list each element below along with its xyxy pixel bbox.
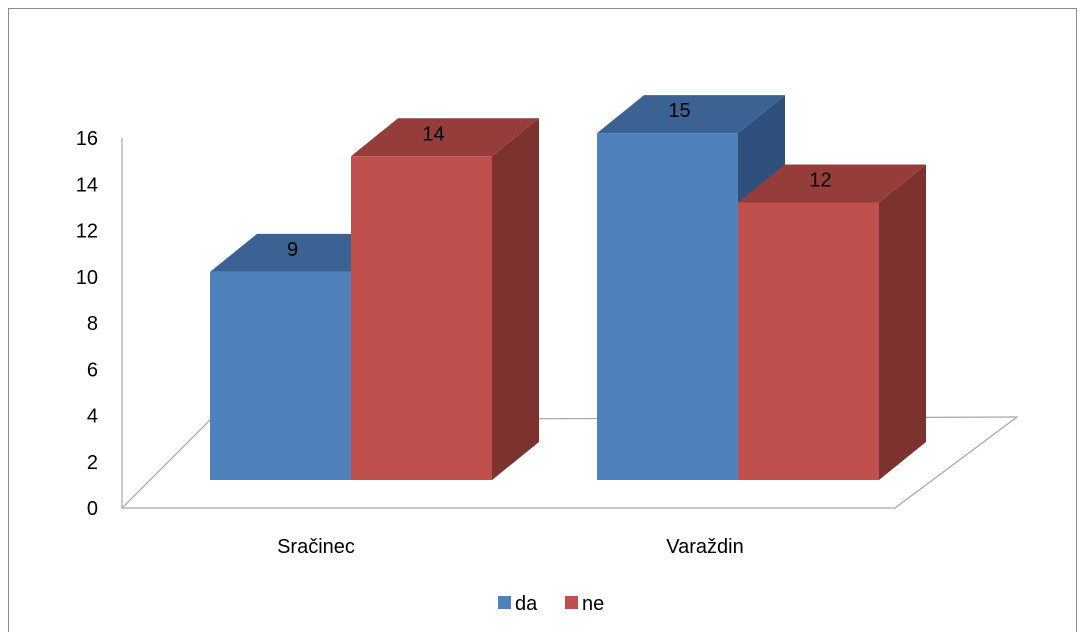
legend-swatch <box>498 596 511 609</box>
data-label: 9 <box>287 239 298 261</box>
category-label: Sračinec <box>277 536 355 558</box>
bar-side-face <box>492 118 539 480</box>
data-label: 15 <box>668 100 690 122</box>
y-tick-label: 8 <box>87 313 98 335</box>
y-tick-label: 14 <box>76 174 98 196</box>
data-label: 12 <box>809 170 831 192</box>
legend: da ne <box>498 593 604 615</box>
y-tick-label: 16 <box>76 128 98 150</box>
bar-front-face <box>597 133 738 480</box>
y-tick-label: 10 <box>76 267 98 289</box>
bar-top-face <box>597 95 785 134</box>
bar-front-face <box>738 202 879 480</box>
legend-swatch <box>565 596 578 609</box>
legend-item-da: da <box>498 593 538 615</box>
y-tick-label: 0 <box>87 498 98 520</box>
floor-plane <box>120 416 1019 509</box>
y-tick-label: 12 <box>76 221 98 243</box>
y-tick-label: 2 <box>87 452 98 474</box>
y-tick-label: 4 <box>87 406 98 428</box>
bar-front-face <box>351 156 492 480</box>
bar-top-face <box>351 118 539 157</box>
legend-label: ne <box>582 593 604 615</box>
category-labels-group: Sračinec Varaždin <box>277 536 744 558</box>
bars-group <box>210 95 926 480</box>
y-axis: 0 2 4 6 8 10 12 14 16 <box>76 128 123 520</box>
chart-floor <box>120 416 1019 509</box>
bar-ne-1 <box>738 164 926 480</box>
bar-ne-0 <box>351 118 539 480</box>
bar-front-face <box>210 271 351 480</box>
legend-label: da <box>515 593 538 615</box>
bar-side-face <box>879 164 926 480</box>
bar-top-face <box>738 164 926 203</box>
data-labels-group: 9 14 15 12 <box>287 100 832 261</box>
category-label: Varaždin <box>666 536 743 558</box>
y-tick-label: 6 <box>87 359 98 381</box>
data-label: 14 <box>422 123 444 145</box>
legend-item-ne: ne <box>565 593 604 615</box>
